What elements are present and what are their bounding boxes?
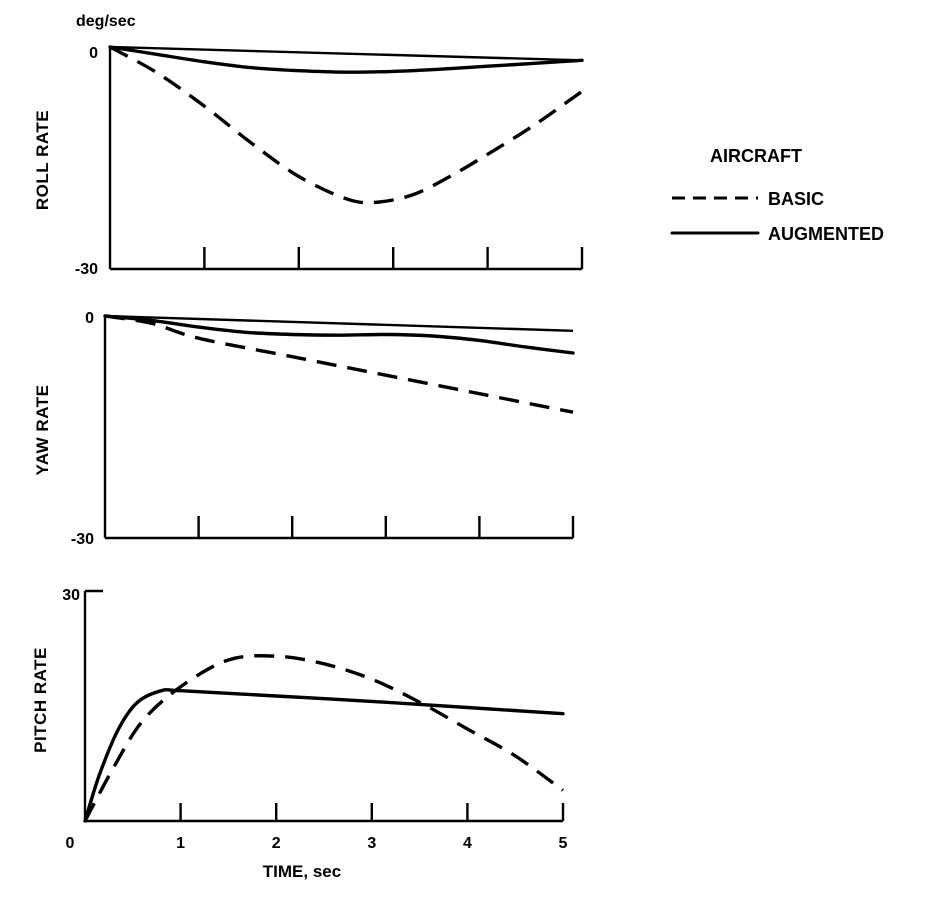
yaw-reference-line — [104, 314, 574, 332]
pitch-x-tick-label: 2 — [272, 835, 281, 852]
x-axis-label: TIME, sec — [263, 862, 341, 881]
yaw-x-ticks — [197, 516, 575, 538]
legend: AIRCRAFT BASIC AUGMENTED — [670, 146, 884, 244]
pitch-y-tick-top: 30 — [62, 587, 80, 604]
roll-series-basic — [109, 45, 583, 205]
yaw-rate-ylabel: YAW RATE — [33, 385, 52, 476]
pitch-series-augmented — [83, 687, 565, 823]
roll-rate-ylabel: ROLL RATE — [33, 110, 52, 210]
yaw-y-tick-top: 0 — [85, 310, 94, 327]
panel-roll-rate: ROLL RATE 0 -30 — [33, 45, 584, 278]
roll-plot — [108, 45, 584, 271]
pitch-x-origin-label: 0 — [66, 835, 75, 852]
panel-yaw-rate: YAW RATE 0 -30 — [33, 310, 575, 548]
pitch-x-tick-label: 1 — [176, 835, 185, 852]
roll-series-augmented — [108, 45, 584, 74]
yaw-series-augmented — [103, 314, 575, 355]
legend-title: AIRCRAFT — [710, 146, 802, 166]
pitch-rate-ylabel: PITCH RATE — [31, 647, 50, 753]
roll-x-ticks — [203, 247, 584, 269]
yaw-y-tick-bottom: -30 — [71, 531, 94, 548]
panel-pitch-rate: PITCH RATE 30 0 1 2 3 4 5 — [31, 587, 568, 852]
yaw-plot — [103, 314, 575, 540]
pitch-x-tick-label: 5 — [559, 835, 568, 852]
roll-reference-line — [109, 45, 583, 62]
roll-y-tick-top: 0 — [89, 45, 98, 62]
pitch-series-basic — [83, 654, 564, 822]
yaw-series-basic — [104, 314, 574, 414]
pitch-x-ticks: 1 2 3 4 5 — [176, 803, 568, 852]
pitch-x-tick-label: 4 — [463, 835, 472, 852]
legend-label-basic: BASIC — [768, 189, 824, 209]
roll-y-tick-bottom: -30 — [75, 261, 98, 278]
legend-label-augmented: AUGMENTED — [768, 224, 884, 244]
pitch-plot — [83, 589, 565, 823]
pitch-x-tick-label: 3 — [367, 835, 376, 852]
unit-label: deg/sec — [76, 13, 136, 30]
